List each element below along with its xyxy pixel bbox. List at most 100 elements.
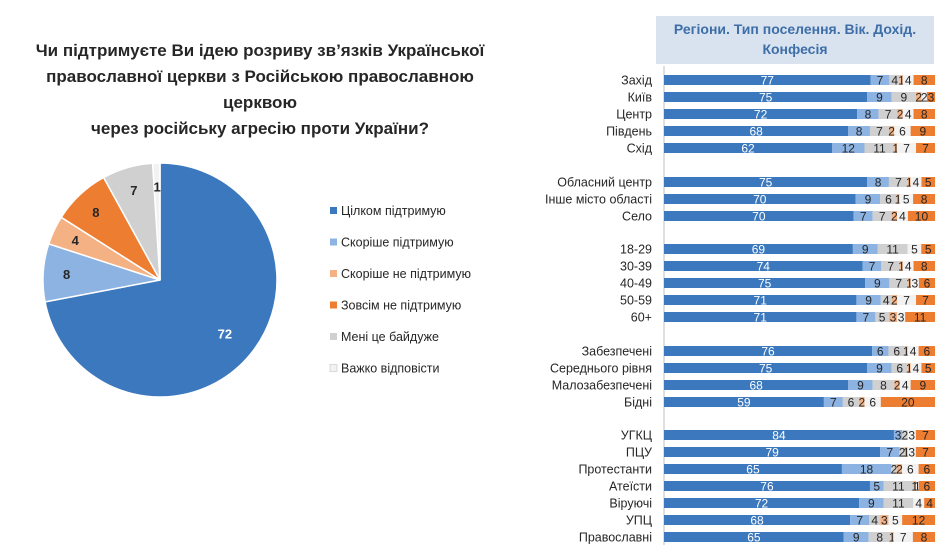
bar-segment [890, 532, 894, 542]
legend-label: Цілком підтримую [341, 204, 446, 218]
row-label: Захід [621, 74, 653, 88]
bar-value-label: 4 [902, 379, 909, 393]
bar-value-label: 8 [865, 108, 872, 122]
row-label: Південь [606, 125, 652, 139]
bar-value-label: 70 [752, 210, 766, 224]
bar-segment [907, 211, 935, 221]
legend-swatch [330, 270, 337, 277]
bar-segment [888, 177, 908, 187]
bar-segment [664, 211, 854, 221]
bar-segment [896, 464, 903, 474]
bar-value-label: 7 [895, 176, 902, 190]
bar-segment [868, 532, 891, 542]
bar-value-label: 9 [900, 91, 907, 105]
bar-value-label: 9 [865, 294, 872, 308]
bar-value-label: 1 [906, 277, 913, 291]
bar-segment [888, 312, 898, 322]
bar-value-label: 72 [754, 108, 768, 122]
bar-value-label: 69 [752, 243, 766, 257]
bar-value-label: 76 [761, 345, 775, 359]
row-label: Бідні [624, 396, 652, 410]
bar-value-label: 6 [899, 125, 906, 139]
bar-value-label: 1 [903, 345, 910, 359]
bar-value-label: 9 [874, 277, 881, 291]
bar-value-label: 9 [919, 125, 926, 139]
bar-value-label: 5 [911, 243, 918, 257]
bar-segment [664, 346, 873, 356]
bar-segment [921, 92, 927, 102]
pie-slice-label: 8 [92, 205, 99, 220]
bar-segment [897, 109, 903, 119]
legend-swatch [329, 364, 338, 372]
pie-slice-label: 1 [153, 179, 160, 194]
bar-value-label: 4 [926, 497, 933, 511]
row-label: Віруючі [609, 497, 652, 511]
bar-value-label: 3 [881, 514, 888, 528]
bar-value-label: 2 [858, 396, 865, 410]
bar-value-label: 11 [873, 142, 886, 156]
bar-value-label: 3 [912, 277, 919, 291]
bar-value-label: 2 [888, 125, 895, 139]
bar-segment [891, 211, 898, 221]
bar-value-label: 6 [923, 345, 930, 359]
bar-segment [664, 194, 856, 204]
legend-label: Скоріше не підтримую [341, 267, 471, 281]
legend-swatch [330, 238, 337, 246]
bar-segment [869, 515, 881, 525]
bar-segment [664, 397, 824, 407]
bar-segment [907, 346, 919, 356]
bar-segment [880, 515, 889, 525]
bar-value-label: 75 [759, 176, 773, 190]
row-label: Схід [627, 142, 653, 156]
bar-value-label: 9 [857, 379, 864, 393]
bar-segment [889, 278, 909, 288]
bar-value-label: 76 [760, 480, 774, 494]
bar-value-label: 6 [907, 463, 914, 477]
row-label: 60+ [631, 311, 652, 325]
bar-value-label: 6 [893, 345, 900, 359]
bar-value-label: 75 [758, 277, 772, 291]
bar-value-label: 2 [891, 463, 898, 477]
bar-segment [870, 75, 890, 85]
bar-value-label: 2 [915, 91, 922, 105]
bar-segment [891, 92, 917, 102]
bar-segment [910, 380, 935, 390]
bar-value-label: 12 [912, 514, 926, 528]
bar-value-label: 7 [886, 446, 893, 460]
legend-label: Скоріше підтримую [341, 236, 454, 250]
bar-segment [664, 261, 863, 271]
bar-value-label: 2 [921, 91, 928, 105]
bar-segment [832, 143, 865, 153]
bar-segment [897, 312, 906, 322]
bar-segment [926, 92, 935, 102]
pie-slice-label: 7 [130, 183, 137, 198]
bar-value-label: 75 [759, 362, 773, 376]
bar-segment [823, 397, 843, 407]
bar-value-label: 9 [853, 531, 860, 545]
bar-value-label: 5 [879, 311, 886, 325]
bar-value-label: 68 [750, 514, 764, 528]
bar-segment [883, 498, 914, 508]
bar-segment [664, 363, 868, 373]
bar-value-label: 4 [891, 74, 898, 88]
bar-value-label: 2 [902, 429, 909, 443]
bar-value-label: 9 [876, 362, 883, 376]
bar-value-label: 1 [889, 531, 896, 545]
bar-segment [912, 532, 935, 542]
bar-segment [893, 532, 913, 542]
bar-value-label: 3 [908, 429, 915, 443]
row-label: Атеїсти [609, 480, 652, 494]
bar-segment [664, 278, 866, 288]
bar-value-label: 11 [886, 243, 899, 257]
bar-value-label: 3 [928, 91, 935, 105]
bar-segment [905, 312, 935, 322]
bar-segment [910, 363, 922, 373]
bar-segment [872, 211, 892, 221]
bar-value-label: 2 [897, 108, 904, 122]
bar-value-label: 5 [892, 514, 899, 528]
bar-segment [907, 430, 916, 440]
bar-segment [843, 532, 869, 542]
bar-segment [664, 430, 894, 440]
